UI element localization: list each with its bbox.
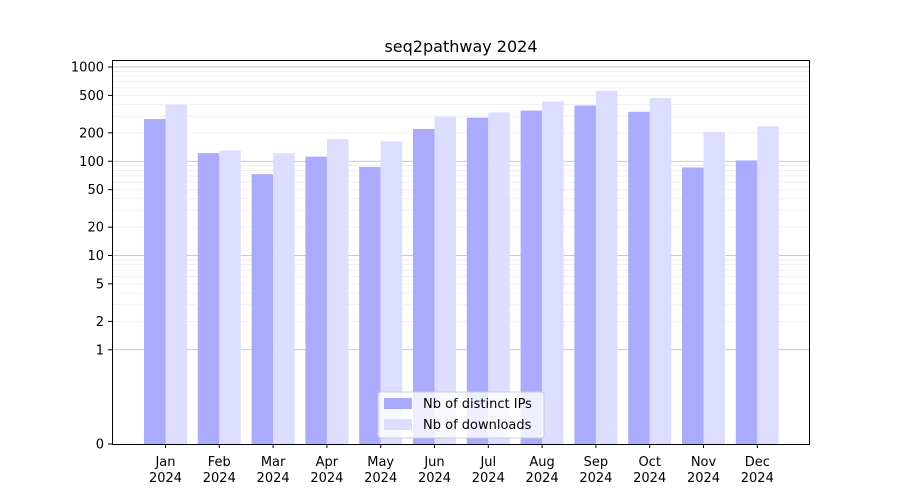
x-tick-label-month: Aug	[529, 455, 554, 470]
y-tick-label: 10	[87, 249, 104, 264]
bar-downloads-sep	[595, 90, 618, 444]
y-axis: 0 1 2 5 10 20 50 100 200 500 1000	[71, 61, 112, 453]
x-tick-label-year: 2024	[203, 471, 236, 486]
legend-swatch-ips	[384, 398, 412, 409]
x-tick-label-year: 2024	[364, 471, 397, 486]
bar-downloads-aug	[542, 101, 564, 445]
bar-distinct-ips-may	[359, 166, 381, 444]
x-tick-label-year: 2024	[741, 471, 774, 486]
x-tick-label-month: Apr	[316, 455, 339, 470]
bar-distinct-ips-apr	[305, 156, 327, 444]
bar-distinct-ips-feb	[197, 153, 220, 444]
bars	[144, 90, 779, 445]
y-tick-label: 5	[96, 277, 104, 292]
bar-downloads-oct	[649, 97, 672, 444]
x-tick-label-year: 2024	[687, 471, 720, 486]
bar-distinct-ips-nov	[682, 167, 704, 444]
bar-downloads-apr	[326, 139, 349, 444]
y-tick-label: 100	[79, 155, 104, 170]
y-tick-label: 500	[79, 89, 104, 104]
x-tick-label-month: Feb	[208, 455, 231, 470]
y-tick-label: 1000	[71, 61, 104, 76]
legend-box	[377, 391, 545, 439]
bar-downloads-jan	[165, 104, 187, 444]
bar-downloads-jun	[434, 116, 456, 445]
bar-distinct-ips-sep	[574, 105, 596, 444]
x-tick-label-month: Jan	[154, 455, 175, 470]
bar-downloads-nov	[703, 131, 725, 445]
x-tick-label-year: 2024	[149, 471, 182, 486]
legend-swatch-downloads	[384, 419, 412, 430]
chart-title: seq2pathway 2024	[384, 37, 537, 56]
x-tick-label-month: Mar	[261, 455, 286, 470]
bar-distinct-ips-aug	[520, 110, 543, 444]
x-tick-label-month: Dec	[745, 455, 770, 470]
plot-frame	[112, 60, 810, 445]
y-tick-label: 200	[79, 126, 104, 141]
bar-downloads-jul	[488, 112, 510, 444]
bar-downloads-mar	[273, 153, 295, 444]
x-tick-label-year: 2024	[418, 471, 451, 486]
bar-downloads-feb	[219, 150, 241, 444]
x-tick-label-year: 2024	[579, 471, 612, 486]
x-tick-label-month: May	[367, 455, 394, 470]
x-tick-label-year: 2024	[472, 471, 505, 486]
x-tick-label-year: 2024	[310, 471, 343, 486]
bar-downloads-may	[380, 141, 403, 444]
x-tick-label-year: 2024	[526, 471, 559, 486]
x-tick-label-month: Nov	[691, 455, 717, 470]
x-axis: Jan2024Feb2024Mar2024Apr2024May2024Jun20…	[149, 444, 774, 486]
y-tick-label: 1	[96, 343, 104, 358]
x-tick-label-year: 2024	[257, 471, 290, 486]
legend-label-downloads: Nb of downloads	[423, 418, 532, 433]
x-tick-label-year: 2024	[633, 471, 666, 486]
y-tick-label: 0	[96, 438, 104, 453]
legend: Nb of distinct IPs Nb of downloads	[377, 391, 545, 439]
y-tick-label: 20	[87, 221, 104, 236]
x-tick-label-month: Jun	[423, 455, 444, 470]
y-tick-label: 2	[96, 315, 104, 330]
x-tick-label-month: Oct	[638, 455, 660, 470]
y-tick-label: 50	[87, 183, 104, 198]
bar-distinct-ips-mar	[251, 174, 274, 444]
bar-distinct-ips-jan	[144, 119, 166, 445]
bar-distinct-ips-dec	[735, 160, 758, 444]
x-tick-label-month: Jul	[479, 455, 496, 470]
bar-distinct-ips-oct	[628, 111, 650, 444]
bar-distinct-ips-jul	[466, 117, 489, 444]
x-tick-label-month: Sep	[584, 455, 609, 470]
bar-distinct-ips-jun	[413, 128, 435, 444]
legend-label-ips: Nb of distinct IPs	[423, 397, 532, 412]
bar-downloads-dec	[757, 126, 779, 444]
